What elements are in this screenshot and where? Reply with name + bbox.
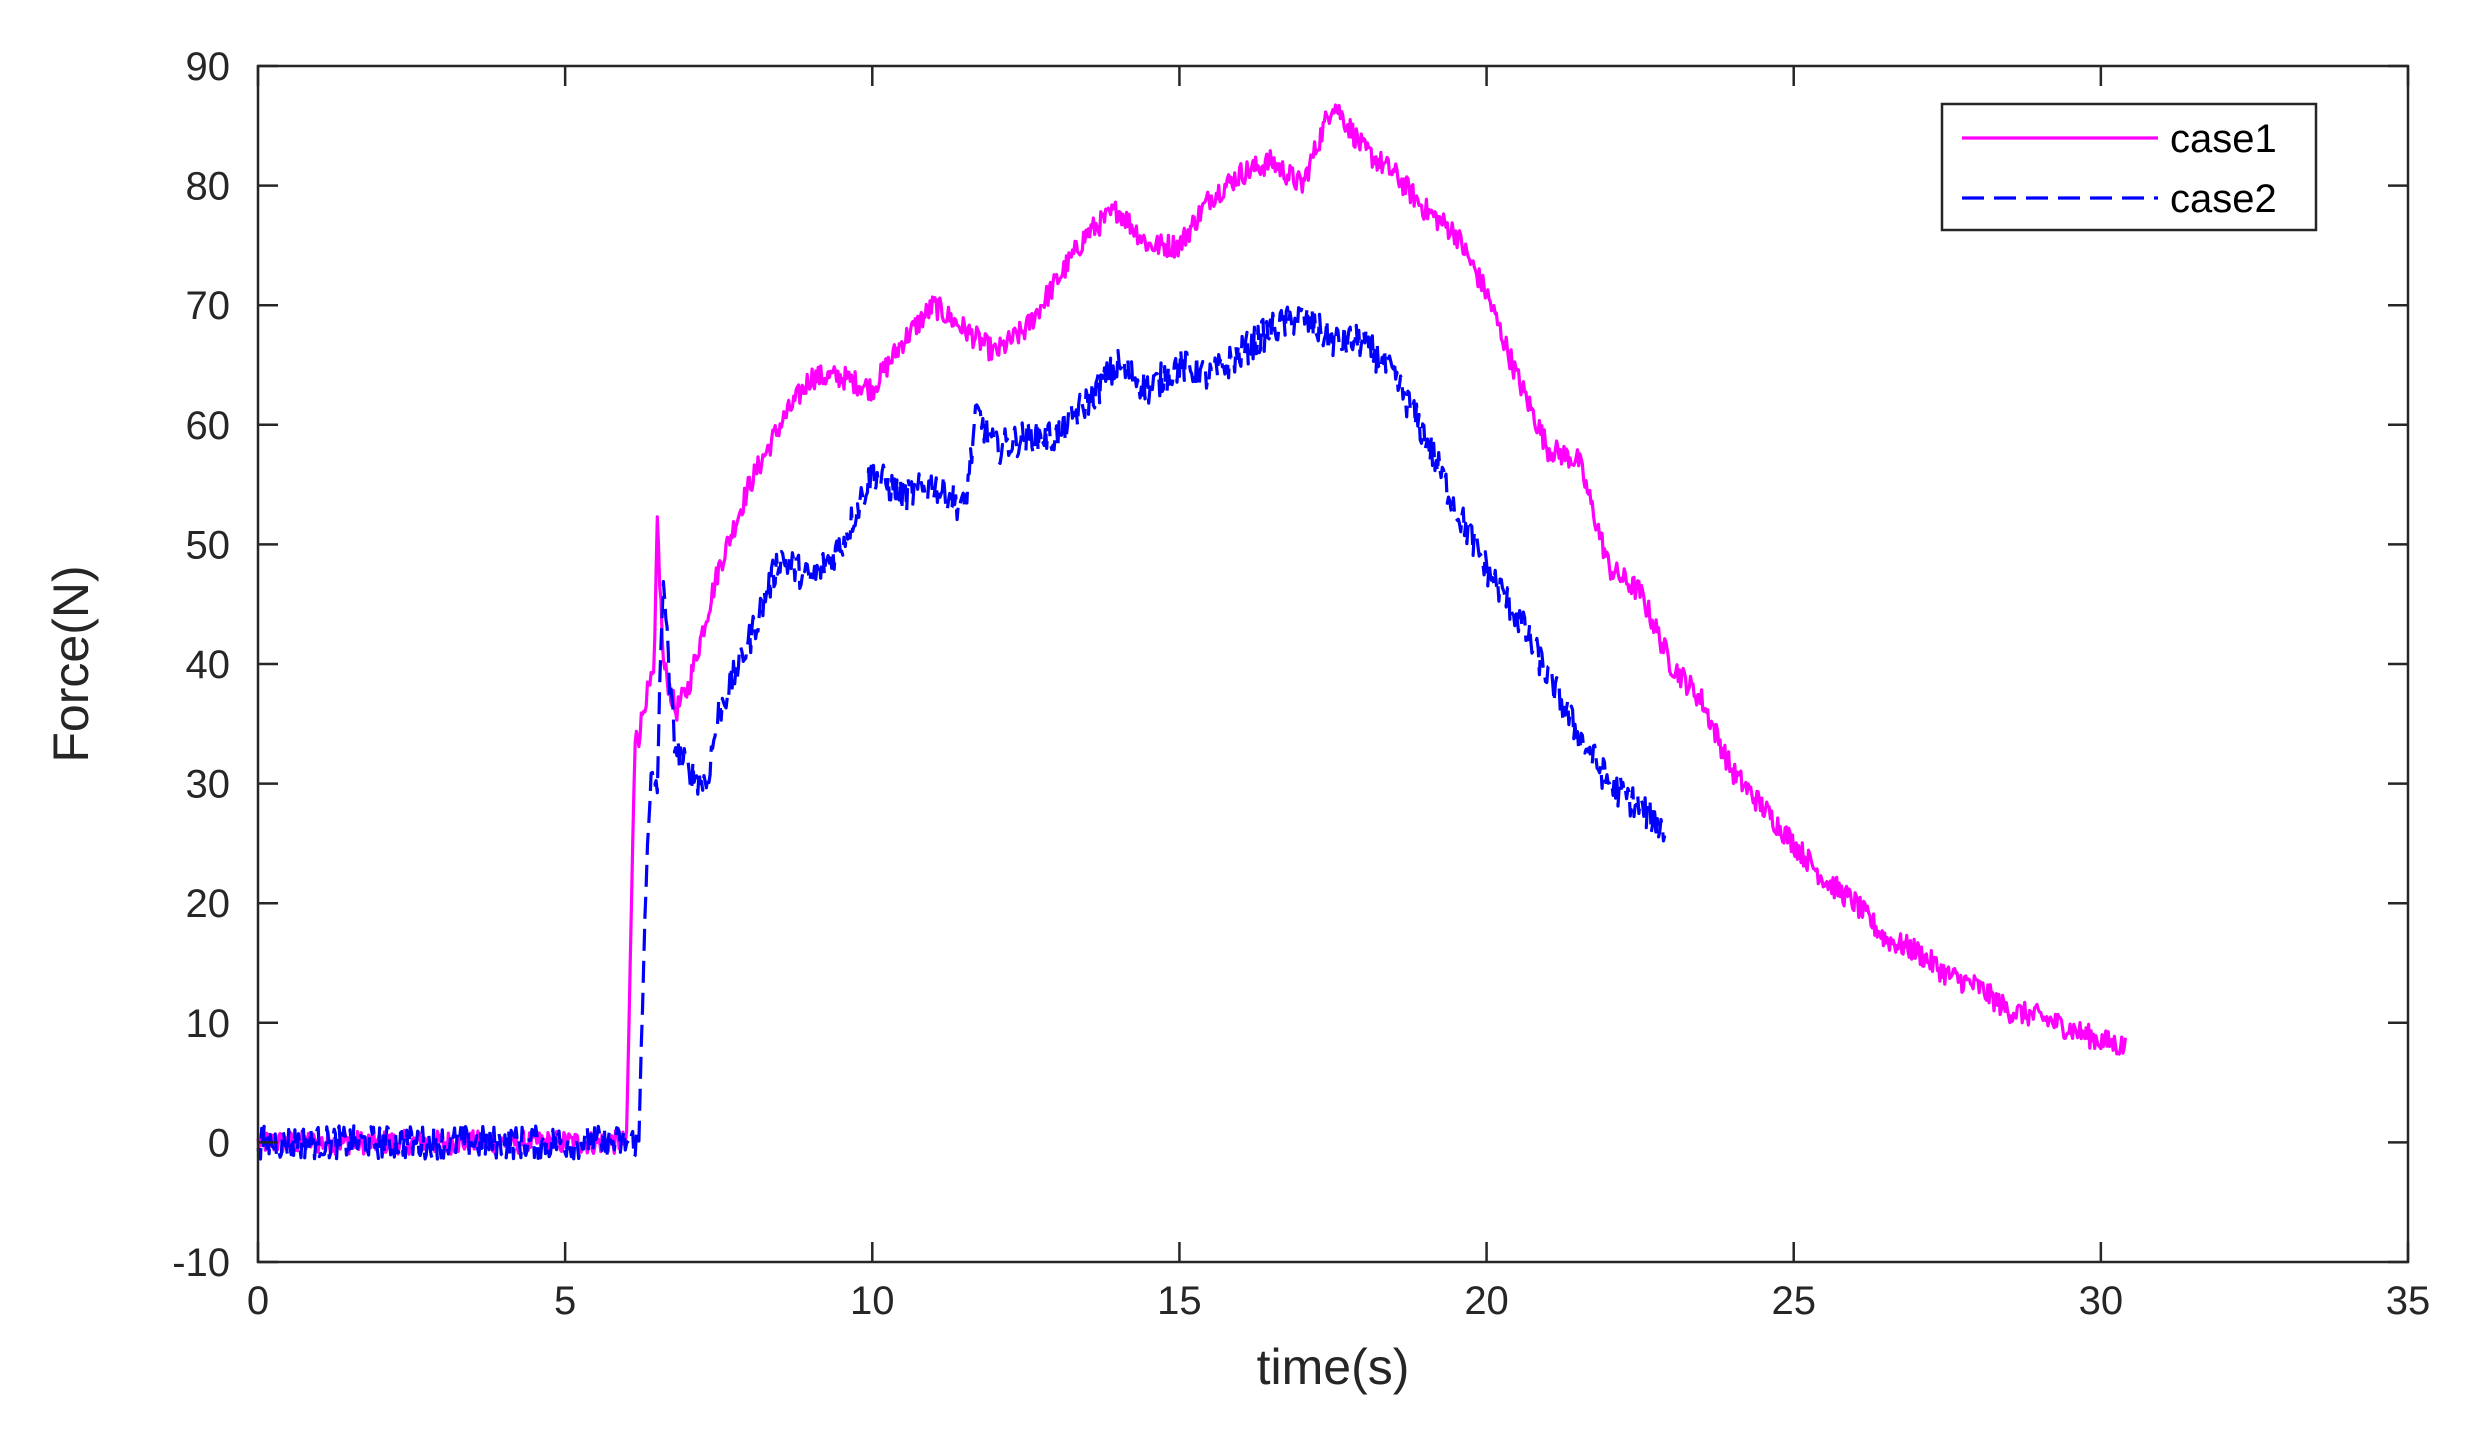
- y-tick-label: 40: [186, 643, 231, 687]
- y-tick-label: 50: [186, 523, 231, 567]
- y-tick-label: 90: [186, 45, 231, 89]
- x-tick-label: 15: [1157, 1279, 1202, 1323]
- tick-group: 0 5 10 15 20 25 30 35 -10 0 10 20 30 40 50 60 70 80 90: [172, 45, 2430, 1323]
- axes-group: [256, 64, 2410, 1264]
- x-tick-label: 10: [850, 1279, 895, 1323]
- plot-area-frame: [256, 64, 2410, 1264]
- legend-box: [1940, 102, 2318, 232]
- legend-label-case1: case1: [2170, 117, 2277, 161]
- x-tick-label: 30: [2079, 1279, 2124, 1323]
- y-tick-label: 30: [186, 763, 231, 807]
- legend-label-case2: case2: [2170, 177, 2277, 221]
- series-line-case1: [256, 103, 2127, 1156]
- y-tick-label: 0: [208, 1121, 230, 1165]
- x-tick-label: 0: [247, 1279, 269, 1323]
- x-tick-label: 20: [1464, 1279, 1509, 1323]
- y-tick-label: 60: [186, 404, 231, 448]
- plot-series-group: [256, 103, 2127, 1161]
- x-axis-title: time(s): [1257, 1339, 1410, 1395]
- y-tick-label: 70: [186, 284, 231, 328]
- y-tick-label: 20: [186, 882, 231, 926]
- y-axis-title: Force(N): [43, 565, 99, 762]
- x-tick-label: 5: [554, 1279, 576, 1323]
- x-tick-label: 25: [1771, 1279, 1816, 1323]
- series-line-case2: [256, 305, 1667, 1161]
- legend: case1 case2: [1940, 102, 2318, 232]
- y-tick-label: -10: [172, 1241, 230, 1285]
- x-tick-label: 35: [2386, 1279, 2431, 1323]
- y-tick-label: 10: [186, 1002, 231, 1046]
- y-tick-label: 80: [186, 165, 231, 209]
